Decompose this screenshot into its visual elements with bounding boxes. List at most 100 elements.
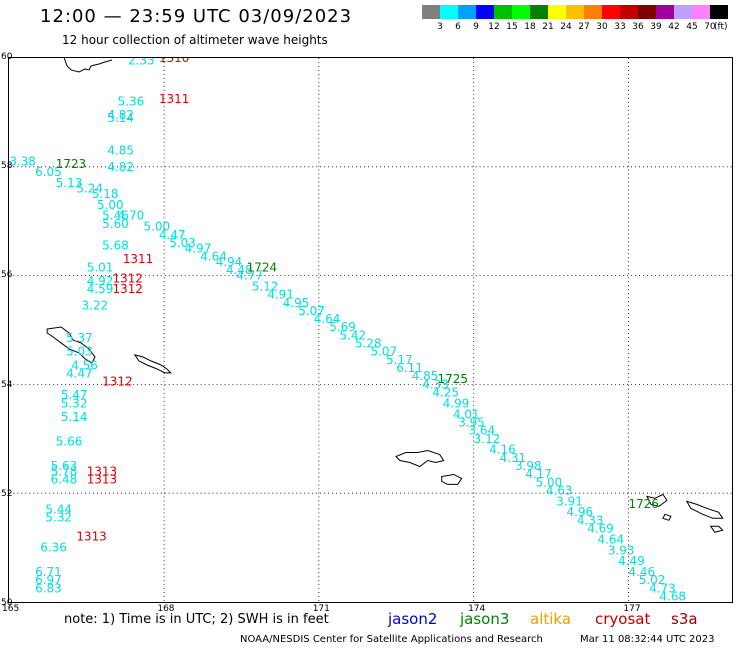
pass-time-label: 1723 (56, 157, 86, 171)
pass-time-label: 1313 (87, 464, 117, 478)
pass-time-label: 6.83 (35, 581, 62, 595)
pass-time-label: 5.60 (102, 217, 129, 231)
pass-time-label: 1312 (113, 282, 143, 296)
pass-time-label: 4.47 (159, 228, 186, 242)
pass-time-label: 5.69 (329, 320, 356, 334)
lat-tick-label: 58 (1, 161, 13, 172)
pass-time-label: 5.44 (45, 503, 72, 517)
pass-time-label: 5.24 (76, 182, 103, 196)
pass-time-label: 5.17 (386, 353, 413, 367)
scale-swatch (584, 5, 602, 19)
island-agattu (441, 473, 463, 485)
pass-time-label: 4.95 (283, 296, 310, 310)
pass-time-label: 4.59 (87, 282, 114, 296)
pass-time-label: 6.97 (35, 573, 62, 587)
pass-time-label: 1726 (628, 497, 658, 511)
pass-time-label: 5.12 (252, 279, 279, 293)
scale-label: 39 (650, 22, 662, 32)
pass-time-label: 4.33 (422, 377, 449, 391)
pass-time-label: 5.02 (639, 573, 666, 587)
scale-swatch (512, 5, 530, 19)
satellite-legend-jason2: jason2 (388, 610, 438, 628)
pass-time-label: 3.95 (458, 415, 485, 429)
pass-time-label: 5.07 (370, 345, 397, 359)
pass-time-label: 5.00 (97, 198, 124, 212)
pass-time-label: 4.99 (443, 396, 470, 410)
scale-swatch (548, 5, 566, 19)
pass-time-label: 4.47 (66, 367, 93, 381)
island-rat-1 (646, 493, 668, 507)
satellite-legend-cryosat: cryosat (595, 610, 651, 628)
island-rat-2 (685, 500, 724, 519)
scale-label: 3 (437, 22, 443, 32)
pass-time-label: 4.63 (546, 483, 573, 497)
pass-time-label: 4.64 (314, 312, 341, 326)
island-medny (133, 354, 172, 374)
scale-label: 30 (596, 22, 608, 32)
pass-time-label: 4.70 (118, 209, 145, 223)
map-title: 12:00 — 23:59 UTC 03/09/2023 (40, 6, 353, 27)
pass-time-label: 4.56 (71, 358, 98, 372)
map-subtitle: 12 hour collection of altimeter wave hei… (62, 33, 328, 47)
pass-time-label: 4.69 (587, 522, 614, 536)
pass-time-label: 4.92 (87, 274, 114, 288)
satellite-legend-altika: altika (530, 610, 572, 628)
pass-time-label: 5.13 (56, 176, 83, 190)
pass-time-label: 5.46 (102, 209, 129, 223)
pass-time-label: 4.96 (567, 505, 594, 519)
pass-time-label: 4.16 (489, 443, 516, 457)
pass-time-label: 1311 (123, 252, 153, 266)
pass-time-label: 4.01 (453, 407, 480, 421)
island-attu (395, 450, 445, 468)
pass-time-label: 4.77 (236, 269, 263, 283)
island-bering (46, 326, 96, 364)
pass-time-label: 4.33 (577, 513, 604, 527)
scale-swatch (458, 5, 476, 19)
scale-swatch (692, 5, 710, 19)
pass-time-label: 4.82 (107, 108, 134, 122)
pass-time-label: 5.32 (45, 511, 72, 525)
pass-time-label: 4.25 (432, 386, 459, 400)
pass-time-label: 1311 (159, 92, 189, 106)
graticule (9, 58, 732, 602)
pass-time-label: 6.05 (35, 165, 62, 179)
pass-time-label: 5.28 (355, 337, 382, 351)
scale-label: 15 (506, 22, 518, 32)
pass-time-label: 4.73 (649, 581, 676, 595)
scale-label: 21 (542, 22, 554, 32)
scale-label: 42 (668, 22, 680, 32)
pass-time-label: 4.94 (216, 255, 243, 269)
lon-tick-label: 165 (2, 604, 20, 614)
scale-swatch (476, 5, 494, 19)
scale-swatch (566, 5, 584, 19)
pass-time-label: 2.33 (128, 57, 155, 68)
pass-time-label: 3.64 (469, 424, 496, 438)
pass-time-label: 4.46 (628, 565, 655, 579)
pass-time-label: 4.85 (412, 369, 439, 383)
pass-time-label: 4.91 (267, 288, 294, 302)
lon-tick-label: 177 (623, 604, 641, 614)
pass-time-label: 3.12 (474, 432, 501, 446)
pass-time-label: 3.22 (82, 299, 109, 313)
pass-time-label: 5.14 (61, 410, 88, 424)
scale-label: 24 (560, 22, 572, 32)
pass-time-label: 1310 (159, 57, 189, 65)
scale-label: 18 (524, 22, 536, 32)
lon-tick-label: 171 (312, 604, 330, 614)
pass-time-label: 1313 (76, 530, 106, 544)
scale-label: 12 (488, 22, 500, 32)
island-rat-4 (662, 513, 672, 521)
scale-swatch (620, 5, 638, 19)
pass-time-label: 1313 (87, 473, 117, 487)
pass-time-label: 4.82 (107, 160, 134, 174)
scale-swatch (422, 5, 440, 19)
pass-time-label: 5.14 (107, 111, 134, 125)
pass-time-label: 3.91 (556, 494, 583, 508)
scale-label: 70 (704, 22, 716, 32)
scale-swatch (530, 5, 548, 19)
pass-time-label: 5.68 (102, 239, 129, 253)
lat-tick-label: 54 (1, 379, 13, 390)
scale-label: 6 (455, 22, 461, 32)
pass-time-label: 3.93 (608, 543, 635, 557)
